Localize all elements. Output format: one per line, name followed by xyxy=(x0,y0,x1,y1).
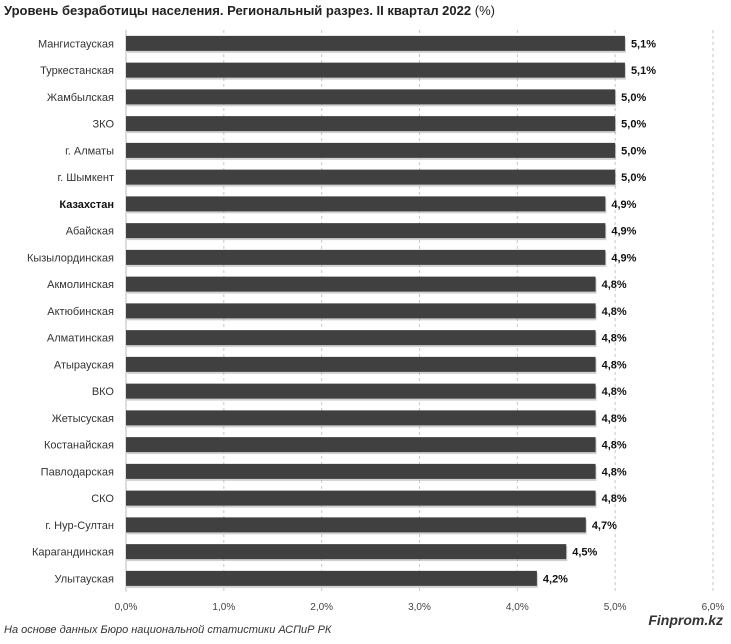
x-tick-label: 5,0% xyxy=(604,602,627,613)
value-labels: 5,1% 5,1% 5,0% 5,0% 5,0% 5,0% 4,9% 4,9% 4,9% 4,8%… xyxy=(543,38,656,585)
bars-group xyxy=(126,35,626,588)
bar xyxy=(126,303,596,319)
category-label: г. Шымкент xyxy=(58,172,115,184)
value-label: 4,2% xyxy=(543,573,568,585)
bar xyxy=(126,517,586,533)
category-label: Алматинская xyxy=(47,333,114,345)
chart-title: Уровень безработицы населения. Региональ… xyxy=(4,3,495,18)
category-label: Атырауская xyxy=(54,359,114,371)
category-label: г. Алматы xyxy=(65,145,114,157)
value-label: 4,8% xyxy=(602,279,627,291)
bar xyxy=(126,544,567,560)
category-label: Улытауская xyxy=(55,573,115,585)
bar xyxy=(126,249,606,265)
value-label: 4,8% xyxy=(602,413,627,425)
bar xyxy=(126,196,606,212)
source-note: На основе данных Бюро национальной стати… xyxy=(4,624,332,636)
bar xyxy=(126,276,596,292)
value-label: 4,9% xyxy=(611,252,636,264)
value-label: 4,5% xyxy=(572,547,597,559)
x-tick-label: 0,0% xyxy=(115,602,138,613)
x-tick-label: 1,0% xyxy=(212,602,235,613)
value-label: 4,8% xyxy=(602,306,627,318)
bar xyxy=(126,89,616,105)
category-label: Казахстан xyxy=(59,199,114,211)
category-label: ВКО xyxy=(92,386,115,398)
bar xyxy=(126,169,616,185)
chart-title-text: Уровень безработицы населения. Региональ… xyxy=(4,3,472,18)
bar xyxy=(126,62,625,78)
value-label: 4,9% xyxy=(611,226,636,238)
category-labels: Мангистауская Туркестанская Жамбылская ЗКО г… xyxy=(27,38,115,585)
bar xyxy=(126,463,596,479)
category-label: г. Нур-Султан xyxy=(45,520,114,532)
value-label: 4,8% xyxy=(602,359,627,371)
value-label: 4,8% xyxy=(602,333,627,345)
x-tick-label: 3,0% xyxy=(408,602,431,613)
value-label: 4,8% xyxy=(602,466,627,478)
bar xyxy=(126,116,616,132)
x-tick-label: 4,0% xyxy=(506,602,529,613)
value-label: 4,8% xyxy=(602,440,627,452)
bar xyxy=(126,142,616,158)
bar xyxy=(126,383,596,399)
value-label: 5,1% xyxy=(631,65,656,77)
category-label: Карагандинская xyxy=(32,547,114,559)
bar xyxy=(126,356,596,372)
bar xyxy=(126,490,596,506)
value-label: 4,9% xyxy=(611,199,636,211)
category-label: Жетысуская xyxy=(52,413,114,425)
bar xyxy=(126,437,596,453)
category-label: Кызылординская xyxy=(27,252,114,264)
value-label: 5,0% xyxy=(621,92,646,104)
value-label: 4,8% xyxy=(602,386,627,398)
value-label: 5,1% xyxy=(631,38,656,50)
brand-watermark: Finprom.kz xyxy=(648,612,723,628)
chart-title-unit: (%) xyxy=(474,3,495,18)
value-label: 5,0% xyxy=(621,145,646,157)
category-label: Павлодарская xyxy=(41,466,114,478)
category-label: Абайская xyxy=(66,226,114,238)
bar xyxy=(126,330,596,346)
value-label: 4,8% xyxy=(602,493,627,505)
value-label: 4,7% xyxy=(592,520,617,532)
category-label: СКО xyxy=(91,493,114,505)
x-tick-label: 2,0% xyxy=(310,602,333,613)
bar xyxy=(126,570,537,586)
x-axis-ticks: 0,0% 1,0% 2,0% 3,0% 4,0% 5,0% 6,0% xyxy=(115,602,725,613)
category-label: Акмолинская xyxy=(47,279,114,291)
category-label: ЗКО xyxy=(93,119,115,131)
value-label: 5,0% xyxy=(621,119,646,131)
category-label: Мангистауская xyxy=(38,38,114,50)
category-label: Жамбылская xyxy=(47,92,114,104)
bar xyxy=(126,410,596,426)
category-label: Костанайская xyxy=(44,440,114,452)
x-tick-label: 6,0% xyxy=(702,602,725,613)
category-label: Актюбинская xyxy=(47,306,114,318)
bar xyxy=(126,35,625,51)
value-label: 5,0% xyxy=(621,172,646,184)
category-label: Туркестанская xyxy=(40,65,114,77)
bar xyxy=(126,223,606,239)
